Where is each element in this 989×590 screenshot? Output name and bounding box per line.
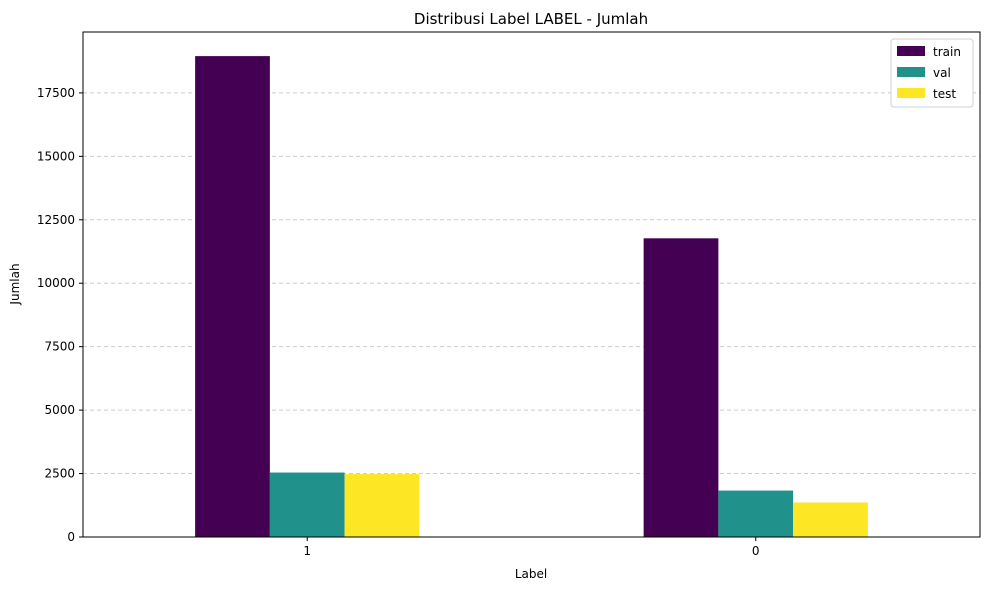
- y-tick-label: 10000: [37, 276, 75, 290]
- bar-test-0: [793, 502, 868, 537]
- plot-frame: [82, 31, 981, 538]
- legend-label-test: test: [933, 87, 956, 101]
- x-tick-label: 0: [752, 544, 760, 558]
- legend-swatch-test: [897, 88, 925, 98]
- y-tick-label: 17500: [37, 86, 75, 100]
- legend: train val test: [890, 38, 974, 108]
- bar-val-0: [718, 490, 794, 537]
- y-tick-label: 0: [67, 530, 75, 544]
- y-tick-label: 7500: [44, 340, 75, 354]
- bar-val-1: [269, 472, 345, 537]
- legend-swatch-train: [897, 46, 925, 56]
- bar-train-1: [195, 56, 270, 538]
- y-axis-label: Jumlah: [8, 263, 22, 305]
- chart-title: Distribusi Label LABEL - Jumlah: [414, 10, 648, 28]
- legend-label-val: val: [933, 66, 951, 80]
- legend-label-train: train: [933, 45, 961, 59]
- y-axis: 0 2500 5000 7500 10000 12500 15000 17500: [37, 86, 83, 544]
- y-tick-label: 15000: [37, 149, 75, 163]
- y-tick-label: 2500: [44, 467, 75, 481]
- bar-test-1: [344, 474, 420, 537]
- y-tick-label: 5000: [44, 403, 75, 417]
- x-axis-label: Label: [515, 567, 547, 581]
- x-tick-label: 1: [303, 544, 311, 558]
- bars-group: [195, 56, 868, 538]
- y-tick-label: 12500: [37, 213, 75, 227]
- legend-swatch-val: [897, 67, 925, 77]
- bar-train-0: [643, 238, 719, 537]
